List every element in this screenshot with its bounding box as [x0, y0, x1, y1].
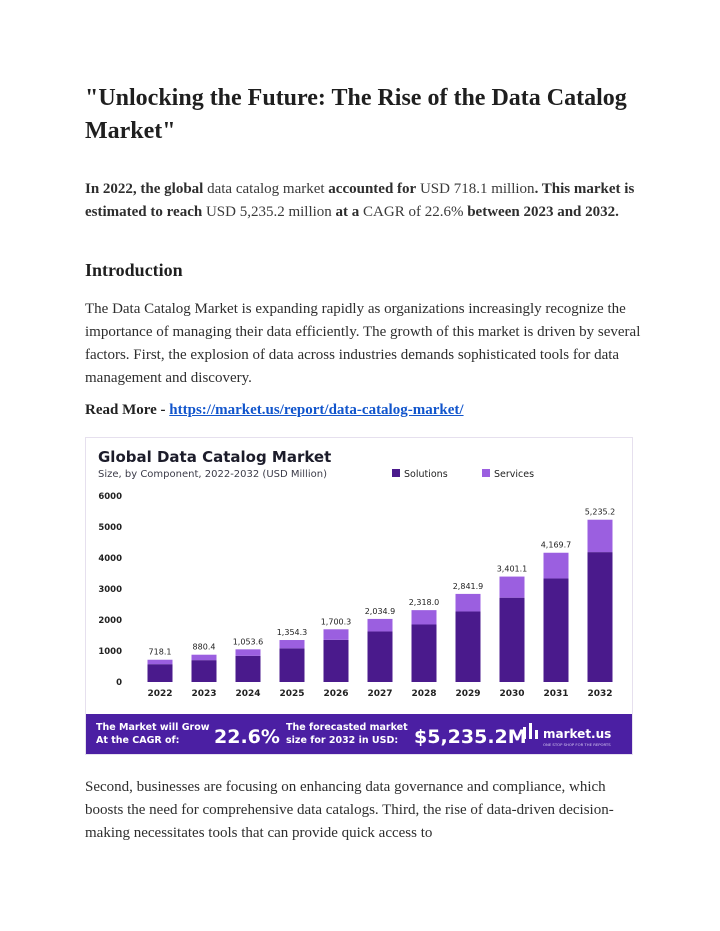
summary-part: USD 718.1 million [416, 181, 535, 197]
bar-solutions-2027 [367, 631, 393, 682]
bar-total-label-2027: 2,034.9 [365, 607, 396, 616]
legend-swatch-services [482, 469, 490, 477]
bar-solutions-2024 [235, 655, 261, 682]
bar-solutions-2029 [455, 611, 481, 682]
x-tick-label-2027: 2027 [367, 689, 392, 699]
y-tick-label: 0 [116, 678, 122, 688]
y-tick-label: 3000 [98, 585, 122, 595]
section-heading-introduction: Introduction [85, 260, 183, 280]
intro-paragraph: The Data Catalog Market is expanding rap… [85, 301, 641, 386]
bar-total-label-2031: 4,169.7 [541, 541, 572, 550]
banner-forecast-value: $5,235.2M [414, 726, 527, 748]
x-tick-label-2025: 2025 [279, 689, 304, 699]
y-tick-label: 2000 [98, 616, 122, 626]
y-tick-label: 1000 [98, 647, 122, 657]
bar-total-label-2028: 2,318.0 [409, 598, 440, 607]
summary-part: data catalog market [203, 181, 329, 197]
brand-name: market.us [543, 727, 611, 741]
banner-background [86, 714, 632, 754]
banner-forecast-line1: The forecasted market [286, 722, 408, 733]
summary-part: at a [335, 204, 360, 220]
banner-forecast-line2: size for 2032 in USD: [286, 735, 398, 746]
y-axis: 0 1000 2000 3000 4000 5000 6000 [98, 492, 122, 688]
x-tick-label-2028: 2028 [411, 689, 436, 699]
summary-part: USD 5,235.2 million [202, 204, 336, 220]
bar-solutions-2022 [147, 664, 173, 682]
y-tick-label: 4000 [98, 554, 122, 564]
summary-part: . This market is estimated to reach [85, 181, 635, 220]
y-tick-label: 6000 [98, 492, 122, 502]
legend-swatch-solutions [392, 469, 400, 477]
x-axis: 2022 2023 2024 2025 2026 2027 2028 2029 2030 2031… [147, 689, 612, 699]
chart-subtitle: Size, by Component, 2022-2032 (USD Milli… [98, 469, 327, 480]
read-more-line: Read More - https://market.us/report/dat… [85, 402, 464, 419]
summary-part: CAGR of 22.6% [359, 204, 468, 220]
bar-services-2029 [455, 593, 481, 612]
bar-solutions-2031 [543, 578, 569, 682]
bar-services-2032 [587, 519, 613, 553]
x-tick-label-2023: 2023 [191, 689, 216, 699]
read-more-label: Read More - [85, 402, 170, 418]
bar-solutions-2026 [323, 639, 349, 682]
y-tick-label: 5000 [98, 523, 122, 533]
bar-total-label-2024: 1,053.6 [233, 637, 264, 646]
chart-legend: Solutions Services [392, 469, 534, 480]
bar-services-2024 [235, 649, 261, 656]
bar-services-2028 [411, 610, 437, 625]
bar-total-label-2022: 718.1 [149, 648, 172, 657]
bar-total-label-2032: 5,235.2 [585, 508, 616, 517]
bar-solutions-2025 [279, 648, 305, 682]
banner-cagr-value: 22.6% [214, 726, 280, 748]
bar-services-2026 [323, 629, 349, 640]
bar-services-2023 [191, 654, 217, 661]
bar-solutions-2032 [587, 552, 613, 682]
bar-services-2022 [147, 659, 173, 665]
legend-label-services: Services [494, 469, 534, 480]
bar-total-label-2023: 880.4 [193, 643, 216, 652]
x-tick-label-2032: 2032 [587, 689, 612, 699]
bar-solutions-2023 [191, 660, 217, 682]
summary-part: In 2022, the global [85, 181, 204, 197]
bar-total-label-2029: 2,841.9 [453, 582, 484, 591]
bar-chart: Global Data Catalog Market Size, by Comp… [86, 448, 632, 754]
bar-solutions-2030 [499, 597, 525, 682]
bar-services-2030 [499, 576, 525, 598]
bars-group: 718.1 880.4 1,053.6 1,354.3 1,700.3 2,034.9 2,… [147, 508, 616, 682]
legend-label-solutions: Solutions [404, 469, 448, 480]
brand-tagline: ONE STOP SHOP FOR THE REPORTS [543, 742, 611, 747]
summary-part: between 2023 and 2032. [467, 204, 619, 220]
market-us-logo-icon [523, 723, 538, 739]
x-tick-label-2024: 2024 [235, 689, 260, 699]
banner-grow-line2: At the CAGR of: [96, 735, 179, 746]
bar-services-2025 [279, 640, 305, 649]
bar-services-2031 [543, 552, 569, 579]
summary-part: accounted for [328, 181, 417, 197]
x-tick-label-2031: 2031 [543, 689, 568, 699]
banner-grow-line1: The Market will Grow [96, 722, 210, 733]
bar-solutions-2028 [411, 624, 437, 682]
summary-paragraph: In 2022, the global data catalog market … [85, 178, 645, 224]
bar-total-label-2025: 1,354.3 [277, 628, 308, 637]
second-paragraph: Second, businesses are focusing on enhan… [85, 779, 614, 841]
x-tick-label-2022: 2022 [147, 689, 172, 699]
x-tick-label-2026: 2026 [323, 689, 348, 699]
bar-total-label-2030: 3,401.1 [497, 565, 528, 574]
page-title: "Unlocking the Future: The Rise of the D… [85, 85, 627, 144]
market-infographic: Global Data Catalog Market Size, by Comp… [85, 437, 633, 755]
x-tick-label-2029: 2029 [455, 689, 480, 699]
read-more-link[interactable]: https://market.us/report/data-catalog-ma… [169, 402, 464, 418]
bar-services-2027 [367, 618, 393, 632]
x-tick-label-2030: 2030 [499, 689, 524, 699]
chart-title: Global Data Catalog Market [98, 448, 331, 466]
bar-total-label-2026: 1,700.3 [321, 617, 352, 626]
summary-banner: The Market will Grow At the CAGR of: 22.… [86, 714, 632, 754]
